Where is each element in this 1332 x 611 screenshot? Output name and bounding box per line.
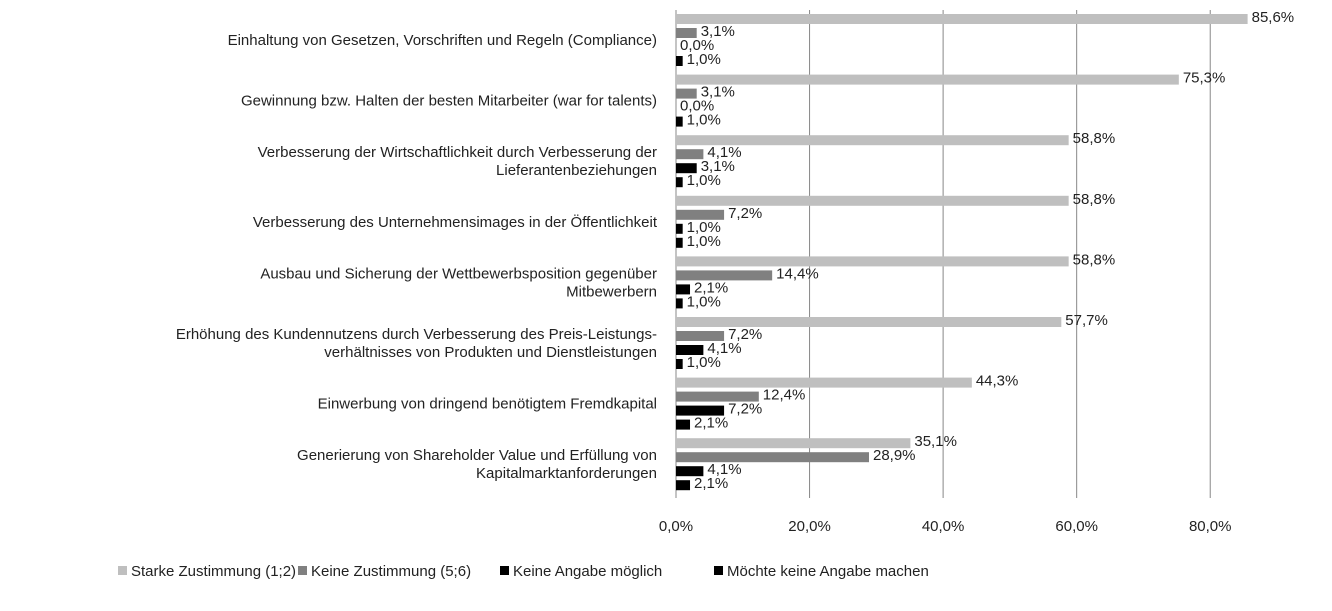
bar — [676, 270, 773, 281]
category-label: Ausbau und Sicherung der Wettbewerbsposi… — [260, 265, 657, 300]
bar — [676, 377, 972, 388]
bar — [676, 223, 683, 234]
value-label: 35,1% — [914, 433, 957, 450]
category-label: Einhaltung von Gesetzen, Vorschriften un… — [228, 32, 657, 49]
category-label: Erhöhung des Kundennutzens durch Verbess… — [176, 326, 657, 361]
x-tick-label: 60,0% — [1055, 518, 1098, 535]
value-label: 4,1% — [707, 340, 741, 357]
bar — [676, 74, 1179, 85]
bar — [676, 438, 911, 449]
value-label: 57,7% — [1065, 312, 1108, 329]
bar — [676, 466, 704, 477]
bar — [676, 345, 704, 355]
x-tick-label: 0,0% — [659, 518, 693, 535]
bar — [676, 419, 691, 430]
value-label: 2,1% — [694, 475, 728, 492]
legend-swatch — [714, 566, 723, 575]
value-label: 7,2% — [728, 205, 762, 222]
bar — [676, 284, 691, 295]
bar — [676, 88, 697, 99]
value-label: 3,1% — [701, 23, 735, 40]
value-label: 12,4% — [763, 387, 806, 404]
category-label: Verbesserung der Wirtschaftlichkeit durc… — [258, 144, 657, 179]
value-label: 1,0% — [687, 172, 721, 189]
bar — [676, 452, 869, 463]
value-label: 4,1% — [707, 461, 741, 478]
bar — [676, 209, 725, 220]
value-label: 7,2% — [728, 401, 762, 418]
bar — [676, 298, 683, 309]
value-label: 3,1% — [701, 84, 735, 101]
legend-label: Keine Angabe möglich — [513, 563, 662, 580]
bar — [676, 28, 697, 38]
category-label: Gewinnung bzw. Halten der besten Mitarbe… — [241, 93, 657, 110]
bar — [676, 237, 683, 248]
value-label: 58,8% — [1073, 251, 1116, 268]
bar — [676, 480, 691, 491]
value-label: 2,1% — [694, 279, 728, 296]
bar — [676, 256, 1069, 267]
value-label: 0,0% — [680, 98, 714, 115]
bar — [676, 116, 683, 127]
value-label: 0,0% — [680, 37, 714, 54]
value-label: 28,9% — [873, 447, 916, 464]
bar — [676, 359, 683, 369]
value-label: 75,3% — [1183, 70, 1226, 87]
bar — [676, 405, 725, 416]
value-label: 1,0% — [687, 51, 721, 68]
bar — [676, 149, 704, 160]
x-tick-label: 20,0% — [788, 518, 831, 535]
value-label: 1,0% — [687, 219, 721, 236]
value-label: 2,1% — [694, 415, 728, 432]
legend-swatch — [500, 566, 509, 575]
value-label: 7,2% — [728, 326, 762, 343]
bar — [676, 391, 759, 402]
x-tick-label: 80,0% — [1189, 518, 1232, 535]
value-label: 58,8% — [1073, 191, 1116, 208]
legend-swatch — [298, 566, 307, 575]
value-label: 1,0% — [687, 293, 721, 310]
bar — [676, 317, 1062, 327]
category-label: Einwerbung von dringend benötigtem Fremd… — [318, 396, 657, 413]
value-label: 85,6% — [1252, 9, 1295, 26]
value-label: 1,0% — [687, 112, 721, 129]
bar — [676, 195, 1069, 206]
category-label: Verbesserung des Unternehmensimages in d… — [253, 213, 658, 231]
value-label: 44,3% — [976, 373, 1019, 390]
x-tick-label: 40,0% — [922, 518, 965, 535]
legend-label: Starke Zustimmung (1;2) — [131, 563, 296, 580]
bar — [676, 135, 1069, 146]
legend-label: Keine Zustimmung (5;6) — [311, 563, 471, 580]
value-label: 3,1% — [701, 158, 735, 175]
bar — [676, 14, 1248, 24]
legend-swatch — [118, 566, 127, 575]
value-label: 14,4% — [776, 265, 819, 282]
category-label: Generierung von Shareholder Value und Er… — [297, 447, 657, 482]
value-label: 1,0% — [687, 354, 721, 371]
legend-label: Möchte keine Angabe machen — [727, 563, 929, 580]
bar — [676, 163, 697, 174]
bar — [676, 331, 725, 341]
bar — [676, 177, 683, 188]
bar — [676, 56, 683, 66]
value-label: 58,8% — [1073, 130, 1116, 147]
value-label: 1,0% — [687, 233, 721, 250]
value-label: 4,1% — [707, 144, 741, 161]
